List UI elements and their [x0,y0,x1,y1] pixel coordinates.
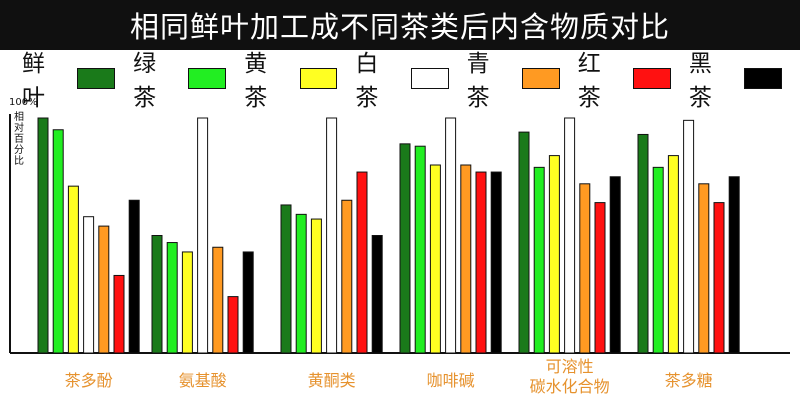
bar [212,246,224,354]
bar [698,183,710,354]
legend-item: 黄茶 [244,44,338,112]
bar [533,166,545,354]
bar [548,155,560,354]
legend: 鲜叶 绿茶 黄茶 白茶 青茶 红茶 黑茶 [22,51,800,111]
bar [98,225,110,354]
legend-swatch [744,67,782,89]
bar [564,117,576,354]
legend-swatch [77,67,116,89]
bar [594,202,606,354]
bar [67,185,79,354]
bar [518,131,530,354]
legend-item: 青茶 [467,44,560,112]
legend-item: 红茶 [578,44,671,112]
bar [341,199,353,354]
bar [128,199,140,354]
bar [683,119,695,354]
x-tick-label: 碳水化合物 [530,377,610,396]
legend-swatch [299,67,338,89]
bar [399,143,411,354]
bar [326,117,338,354]
bar [713,202,725,354]
legend-label: 绿茶 [133,51,157,111]
x-tick-label: 茶多酚 [65,371,113,390]
chart-title: 相同鲜叶加工成不同茶类后内含物质对比 [0,0,800,50]
legend-label: 红茶 [577,51,601,111]
bar [52,129,64,354]
bar [429,164,441,354]
legend-item: 黑茶 [689,44,782,112]
legend-label: 白茶 [355,51,379,111]
bar [113,274,125,354]
bar [371,235,383,354]
legend-item: 白茶 [355,44,449,112]
bar [37,117,49,354]
bar [414,145,426,354]
bar [652,166,664,354]
legend-item: 绿茶 [133,44,227,112]
legend-swatch [410,67,449,89]
bar [728,176,740,354]
y-axis-top-label: 100% [9,97,38,108]
bar [667,155,679,354]
bar [490,171,502,354]
bar [356,171,368,354]
bar [295,213,307,354]
bar [242,251,254,354]
x-tick-label: 可溶性 [546,357,594,376]
bar [181,251,193,354]
x-tick-label: 咖啡碱 [427,371,475,390]
bar [475,171,487,354]
legend-swatch [188,67,227,89]
bar [609,176,621,354]
legend-label: 青茶 [466,51,490,111]
bar [227,296,239,354]
bar [197,117,209,354]
bar [579,183,591,354]
x-tick-label: 氨基酸 [179,371,227,390]
bar [637,133,649,354]
x-tick-label: 茶多糖 [665,371,713,390]
bar [280,204,292,354]
y-axis-title: 相对百分比 [14,112,24,167]
legend-label: 黑茶 [688,51,712,111]
bar [83,216,95,354]
bar [166,242,178,354]
legend-item: 鲜叶 [22,44,116,112]
x-tick-label: 黄酮类 [308,371,356,390]
bar [445,117,457,354]
bar [310,218,322,354]
legend-swatch [633,67,671,89]
legend-label: 鲜叶 [22,51,45,111]
legend-label: 黄茶 [244,51,268,111]
bar [151,235,163,354]
bar [460,164,472,354]
legend-swatch [521,67,560,89]
